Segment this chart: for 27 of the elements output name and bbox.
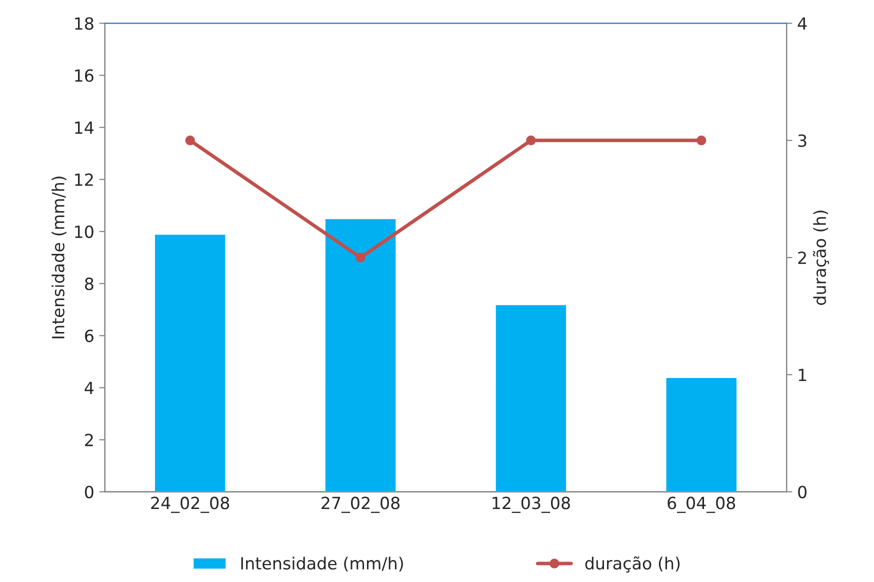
y2-tick-label: 3: [798, 134, 806, 147]
x-tick-label: 27_02_08: [322, 496, 400, 513]
y2-axis-title: duração (h): [812, 210, 830, 305]
y-tick-label: 0: [84, 486, 94, 498]
y2-tick-label: 0: [798, 486, 807, 498]
y-tick-label: 4: [84, 382, 94, 394]
x-tick-label: 6_04_08: [668, 496, 736, 513]
y2-tick-label: 4: [798, 17, 807, 30]
x-tick-label: 24_02_08: [151, 496, 230, 513]
y2-tick-label: 1: [798, 368, 806, 381]
bar: [154, 233, 227, 492]
bar: [494, 304, 568, 492]
legend-label: duração (h): [585, 556, 680, 573]
y-tick-label: 16: [75, 69, 94, 82]
legend-label: Intensidade (mm/h): [241, 556, 403, 572]
y-tick-label: 12: [75, 173, 93, 186]
y-tick-label: 2: [85, 434, 93, 446]
y-tick-label: 8: [84, 278, 94, 290]
y-tick-label: 18: [75, 17, 94, 30]
bar: [324, 218, 398, 492]
bar: [664, 376, 738, 492]
y-tick-label: 10: [75, 225, 94, 238]
x-tick-label: 12_03_08: [492, 496, 570, 513]
y-tick-label: 14: [75, 122, 94, 134]
y-tick-label: 6: [85, 330, 94, 342]
y-axis-title: Intensidade (mm/h): [52, 176, 66, 338]
y2-tick-label: 2: [798, 251, 806, 264]
